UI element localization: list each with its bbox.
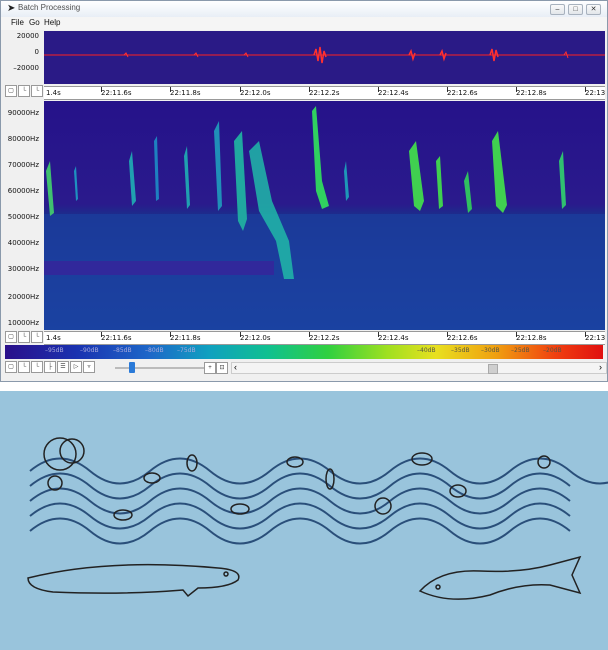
db-label: –85dB: [113, 347, 132, 354]
time-label: 22:12.4s: [378, 89, 409, 97]
db-label: –30dB: [481, 347, 500, 354]
scrollbar-thumb[interactable]: [488, 364, 498, 374]
freq-label: 40000Hz: [7, 239, 39, 247]
marine-illustration: [0, 391, 608, 650]
filter-icon[interactable]: ▿: [83, 361, 95, 373]
db-label: –40dB: [417, 347, 436, 354]
time-axis-bottom: 1.4s 22:11.6s 22:11.8s 22:12.0s 22:12.2s…: [44, 331, 605, 345]
zoom-out-icon[interactable]: └: [18, 331, 30, 343]
scroll-right-icon[interactable]: ›: [599, 362, 602, 372]
waveform-panel[interactable]: [44, 31, 605, 84]
freq-label: 60000Hz: [7, 187, 39, 195]
time-label: 22:11.8s: [170, 334, 201, 342]
time-label: 22:12.4s: [378, 334, 409, 342]
time-label: 22:12.2s: [309, 334, 340, 342]
menu-go[interactable]: Go: [29, 18, 40, 27]
time-axis-top: 1.4s 22:11.6s 22:11.8s 22:12.0s 22:12.2s…: [44, 86, 605, 100]
time-label: 22:12.0s: [240, 334, 271, 342]
time-label: 22:11.8s: [170, 89, 201, 97]
freq-label: 20000Hz: [7, 293, 39, 301]
time-label: 22:13: [585, 334, 606, 342]
spectrogram-tools: ▢ └ └: [5, 331, 44, 349]
illustration-drawing: [27, 437, 608, 600]
gain-slider-track[interactable]: [115, 367, 205, 369]
menu-file[interactable]: File: [11, 18, 24, 27]
zoom-in-icon[interactable]: ☰: [57, 361, 69, 373]
spectrogram-panel[interactable]: [44, 101, 605, 330]
db-label: –90dB: [80, 347, 99, 354]
waveform-y-label: 0: [34, 48, 39, 56]
zoom-out-icon[interactable]: └: [18, 85, 30, 97]
freq-label: 10000Hz: [7, 319, 39, 327]
menubar: File Go Help: [1, 17, 607, 30]
gain-slider-thumb[interactable]: [129, 362, 135, 373]
minimize-button[interactable]: –: [550, 4, 565, 15]
menu-help[interactable]: Help: [44, 18, 61, 27]
waveform-tools: ▢ └ └: [5, 85, 45, 99]
time-label: 1.4s: [46, 334, 61, 342]
freq-label: 50000Hz: [7, 213, 39, 221]
app-icon: ➤: [7, 3, 16, 14]
db-label: –75dB: [177, 347, 196, 354]
colorbar[interactable]: –95dB –90dB –85dB –80dB –75dB –40dB –35d…: [5, 345, 603, 359]
waveform-y-label: –20000: [13, 64, 39, 72]
time-label: 22:12.6s: [447, 334, 478, 342]
fit-icon[interactable]: ▢: [5, 85, 17, 97]
scroll-left-icon[interactable]: ‹: [234, 362, 237, 372]
freq-label: 90000Hz: [7, 109, 39, 117]
close-button[interactable]: ✕: [586, 4, 601, 15]
zoom-out-icon[interactable]: ├: [44, 361, 56, 373]
time-label: 22:11.6s: [101, 334, 132, 342]
app-window: ➤ Batch Processing – □ ✕ File Go Help 20…: [0, 0, 608, 382]
fit-icon[interactable]: ⊡: [216, 362, 228, 374]
titlebar[interactable]: ➤ Batch Processing – □ ✕: [1, 1, 607, 18]
db-label: –80dB: [145, 347, 164, 354]
horizontal-scrollbar[interactable]: ‹ ›: [231, 362, 607, 374]
play-icon[interactable]: ▷: [70, 361, 82, 373]
db-label: –35dB: [451, 347, 470, 354]
time-label: 1.4s: [46, 89, 61, 97]
add-icon[interactable]: +: [204, 362, 216, 374]
freq-label: 30000Hz: [7, 265, 39, 273]
time-label: 22:12.8s: [516, 334, 547, 342]
freq-label: 70000Hz: [7, 161, 39, 169]
maximize-button[interactable]: □: [568, 4, 583, 15]
time-label: 22:12.0s: [240, 89, 271, 97]
zoom-in-icon[interactable]: └: [31, 331, 43, 343]
waveform-trace: [44, 46, 605, 64]
time-label: 22:12.6s: [447, 89, 478, 97]
spectrogram-marks: [44, 106, 605, 330]
waveform-y-label: 20000: [16, 32, 39, 40]
divider: [0, 382, 608, 391]
freq-label: 80000Hz: [7, 135, 39, 143]
zoom-in-icon[interactable]: └: [31, 361, 43, 373]
time-label: 22:13: [585, 89, 606, 97]
time-label: 22:12.2s: [309, 89, 340, 97]
bottom-toolbar: ▢ └ └ ├ ☰ ▷ ▿ + ⊡ ‹ ›: [5, 361, 607, 375]
db-label: –20dB: [543, 347, 562, 354]
fit-icon[interactable]: ▢: [5, 361, 17, 373]
time-label: 22:11.6s: [101, 89, 132, 97]
db-label: –95dB: [45, 347, 64, 354]
fit-icon[interactable]: ▢: [5, 331, 17, 343]
zoom-out-icon[interactable]: └: [18, 361, 30, 373]
window-title: Batch Processing: [18, 3, 81, 12]
time-label: 22:12.8s: [516, 89, 547, 97]
zoom-in-icon[interactable]: └: [31, 85, 43, 97]
db-label: –25dB: [511, 347, 530, 354]
